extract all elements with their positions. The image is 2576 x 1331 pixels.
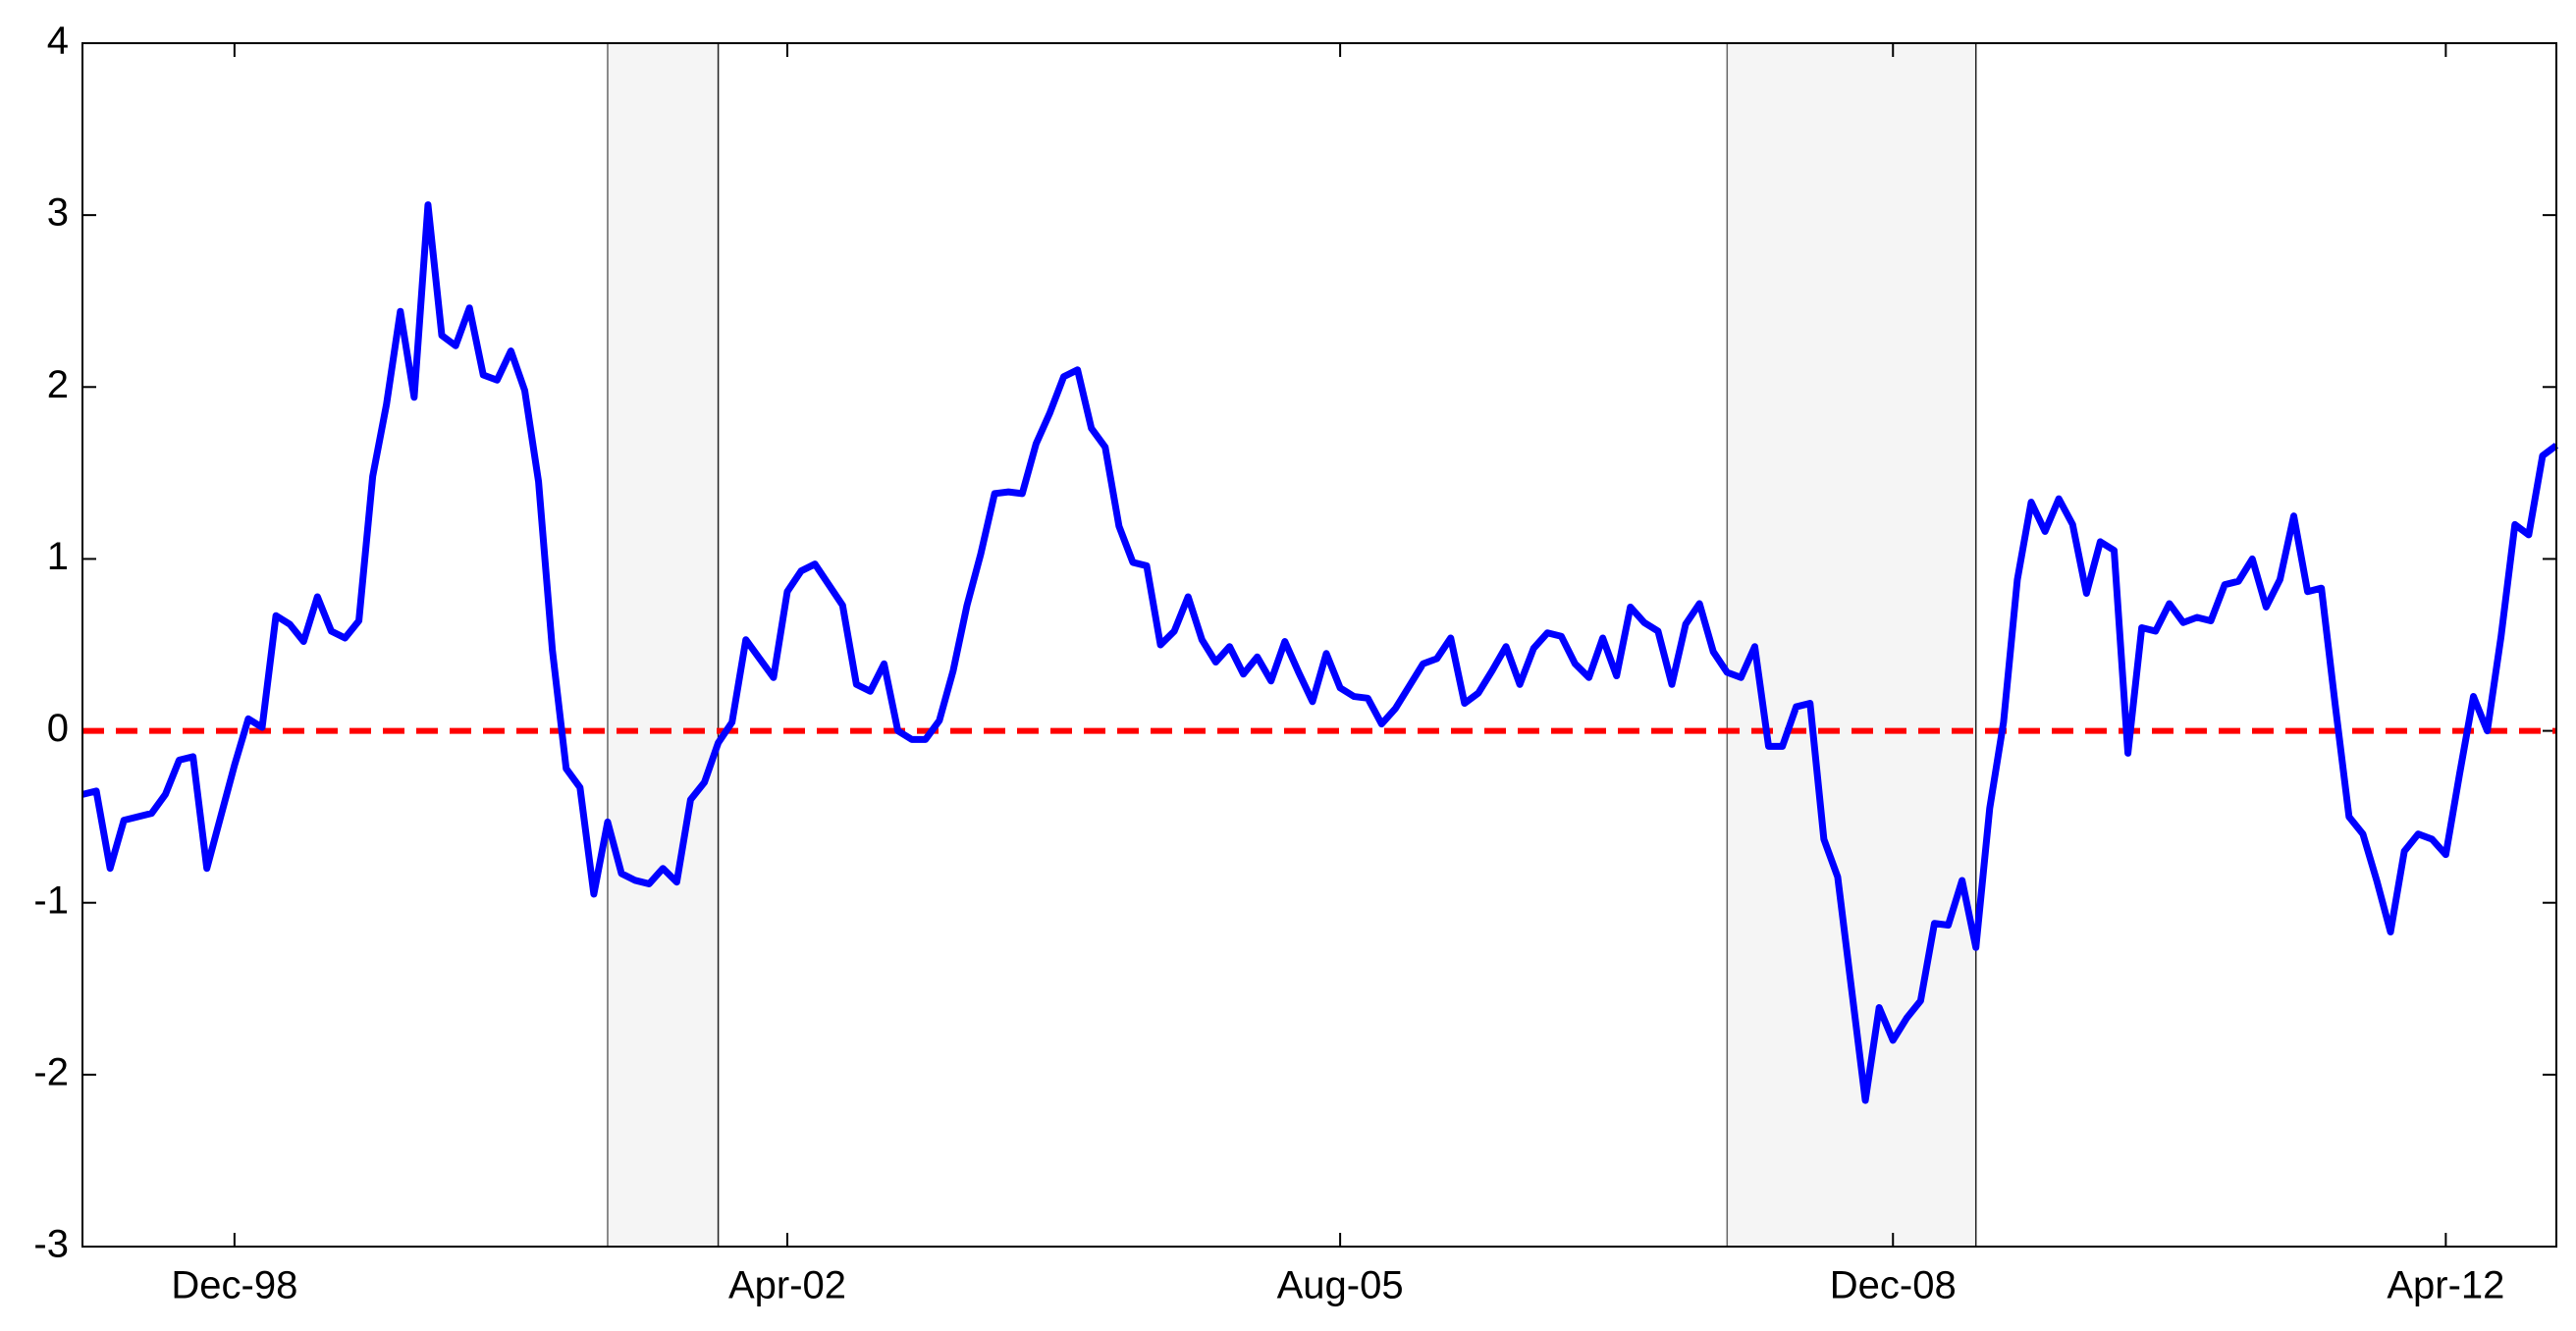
shaded-period — [1727, 43, 1976, 1247]
y-tick-label: 1 — [47, 535, 69, 578]
plot-frame — [81, 42, 2557, 1248]
y-tick-label: 2 — [47, 363, 69, 406]
y-tick-label: 0 — [47, 707, 69, 750]
x-tick-label: Apr-02 — [728, 1264, 846, 1307]
x-tick-label: Apr-12 — [2387, 1264, 2504, 1307]
x-tick-label: Dec-08 — [1830, 1264, 1957, 1307]
x-tick-label: Dec-98 — [171, 1264, 297, 1307]
data-line — [81, 201, 2559, 1104]
y-tick-label: 4 — [47, 20, 69, 63]
y-tick-label: -2 — [33, 1050, 69, 1093]
y-tick-label: 3 — [47, 191, 69, 235]
x-tick-label: Aug-05 — [1277, 1264, 1404, 1307]
shaded-period — [607, 43, 719, 1247]
y-tick-label: -1 — [33, 878, 69, 922]
y-tick-label: -3 — [33, 1223, 69, 1266]
